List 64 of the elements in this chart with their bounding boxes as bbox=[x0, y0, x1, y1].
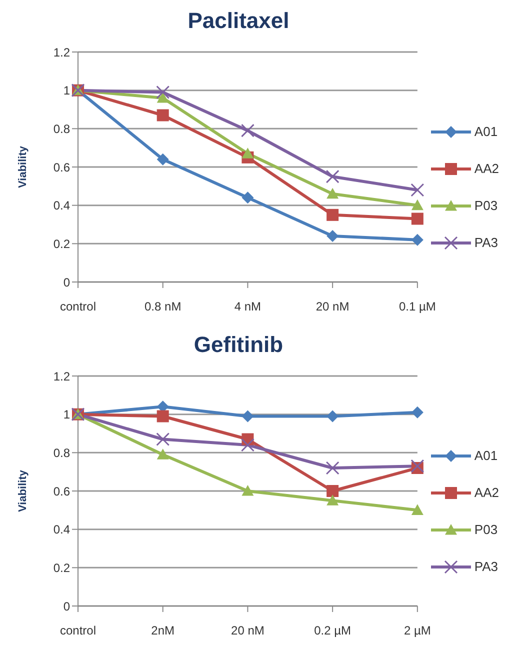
y-tick-label: 0 bbox=[63, 599, 70, 614]
x-tick-label: 20 nM bbox=[316, 300, 350, 314]
point bbox=[156, 432, 170, 446]
legend-label: P03 bbox=[474, 198, 498, 213]
x-tick-label: 0.8 nM bbox=[144, 300, 182, 314]
y-tick-label: 0.2 bbox=[53, 560, 70, 575]
point bbox=[411, 406, 424, 418]
point bbox=[410, 183, 424, 197]
point bbox=[242, 148, 254, 158]
point bbox=[242, 410, 254, 422]
legend-label: A01 bbox=[474, 448, 498, 463]
legend-label: P03 bbox=[474, 522, 498, 537]
y-tick-label: 1.2 bbox=[53, 45, 70, 60]
chart-title: Gefitinib bbox=[192, 332, 284, 359]
point bbox=[326, 208, 339, 221]
y-tick-label: 0.4 bbox=[53, 522, 70, 537]
point bbox=[326, 461, 340, 475]
y-tick-label: 1 bbox=[63, 408, 70, 422]
point bbox=[326, 170, 340, 184]
point bbox=[156, 109, 169, 122]
point bbox=[326, 410, 339, 422]
point bbox=[410, 459, 424, 473]
y-tick-label: 0.8 bbox=[53, 122, 70, 136]
point bbox=[242, 192, 254, 204]
point bbox=[156, 153, 169, 166]
point bbox=[156, 448, 169, 460]
point bbox=[326, 485, 339, 497]
point bbox=[240, 124, 254, 138]
point bbox=[411, 199, 424, 210]
y-tick-label: 0.6 bbox=[53, 160, 70, 174]
x-tick-label: 20 nM bbox=[231, 624, 264, 638]
y-tick-label: 0.8 bbox=[53, 446, 70, 460]
x-tick-label: 2 µM bbox=[404, 624, 431, 638]
y-axis-title: Viability bbox=[16, 469, 29, 512]
point bbox=[411, 212, 424, 225]
legend-label: PA3 bbox=[474, 235, 498, 250]
legend-label: A01 bbox=[474, 124, 498, 139]
y-tick-label: 1 bbox=[63, 84, 70, 98]
y-tick-label: 0.2 bbox=[53, 236, 70, 251]
y-tick-label: 1.2 bbox=[53, 369, 70, 384]
x-tick-label: 4 nM bbox=[234, 300, 262, 314]
x-tick-label: control bbox=[60, 300, 96, 314]
legend-label: PA3 bbox=[474, 559, 498, 574]
chart-title: Paclitaxel bbox=[186, 8, 290, 35]
point bbox=[411, 234, 424, 246]
x-tick-label: control bbox=[60, 624, 96, 638]
legend-label: AA2 bbox=[474, 485, 499, 500]
point bbox=[326, 494, 339, 506]
legend-label: AA2 bbox=[474, 161, 499, 176]
y-tick-label: 0.6 bbox=[53, 484, 70, 498]
x-tick-label: 0.2 µM bbox=[314, 624, 352, 638]
point bbox=[242, 485, 254, 496]
x-tick-label: 2nM bbox=[151, 624, 175, 638]
y-tick-label: 0 bbox=[63, 275, 70, 290]
point bbox=[156, 92, 169, 103]
y-tick-label: 0.4 bbox=[53, 198, 70, 213]
point bbox=[326, 188, 339, 199]
x-tick-label: 0.1 µM bbox=[398, 300, 436, 314]
point bbox=[411, 504, 424, 515]
point bbox=[156, 410, 169, 422]
point bbox=[240, 438, 254, 452]
y-axis-title: Viability bbox=[16, 145, 29, 188]
point bbox=[326, 230, 339, 242]
point bbox=[156, 86, 170, 99]
